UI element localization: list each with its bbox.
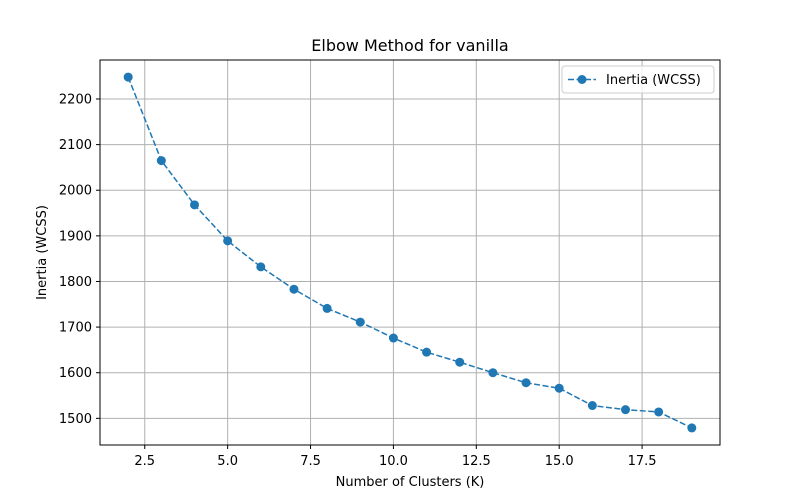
legend-marker-swatch (577, 75, 587, 84)
data-point (355, 317, 365, 327)
legend: Inertia (WCSS) (561, 65, 715, 94)
data-point (554, 383, 564, 393)
plot-frame (99, 59, 721, 446)
y-tick-label: 1500 (59, 412, 92, 427)
legend-label: Inertia (WCSS) (606, 73, 701, 88)
ticks: 2.5 5.0 7.5 10.0 12.5 15.0 17.5 1500 1600 1700 180… (59, 92, 657, 469)
x-tick-label: 17.5 (628, 454, 657, 469)
y-tick-label: 2200 (59, 92, 92, 107)
data-point (223, 236, 233, 246)
x-tick-label: 10.0 (379, 454, 408, 469)
x-tick-label: 2.5 (134, 454, 155, 469)
y-tick-label: 1800 (59, 275, 92, 290)
data-point (123, 72, 133, 82)
data-point (654, 407, 664, 417)
data-point (189, 200, 199, 210)
x-tick-label: 15.0 (545, 454, 574, 469)
x-axis-label: Number of Clusters (K) (336, 475, 485, 490)
data-point (322, 303, 332, 313)
series-line (127, 76, 693, 429)
data-point (422, 347, 432, 357)
data-point (687, 423, 697, 433)
legend-box (561, 65, 715, 94)
grid (100, 60, 720, 445)
data-point (388, 333, 398, 343)
y-tick-label: 2000 (59, 184, 92, 199)
data-point (587, 401, 597, 411)
data-point (521, 378, 531, 388)
data-point (156, 156, 166, 166)
x-tick-label: 7.5 (300, 454, 321, 469)
y-axis-label: Inertia (WCSS) (35, 205, 50, 300)
data-point (488, 368, 498, 378)
data-point (289, 284, 299, 294)
chart-title: Elbow Method for vanilla (311, 36, 508, 55)
x-tick-label: 5.0 (217, 454, 238, 469)
x-tick-label: 12.5 (462, 454, 491, 469)
y-tick-label: 2100 (59, 138, 92, 153)
y-tick-label: 1700 (59, 321, 92, 336)
y-tick-label: 1600 (59, 366, 92, 381)
data-point (256, 262, 266, 272)
data-point (621, 405, 631, 415)
y-tick-label: 1900 (59, 229, 92, 244)
series-layer (123, 72, 697, 433)
data-point (455, 357, 465, 367)
